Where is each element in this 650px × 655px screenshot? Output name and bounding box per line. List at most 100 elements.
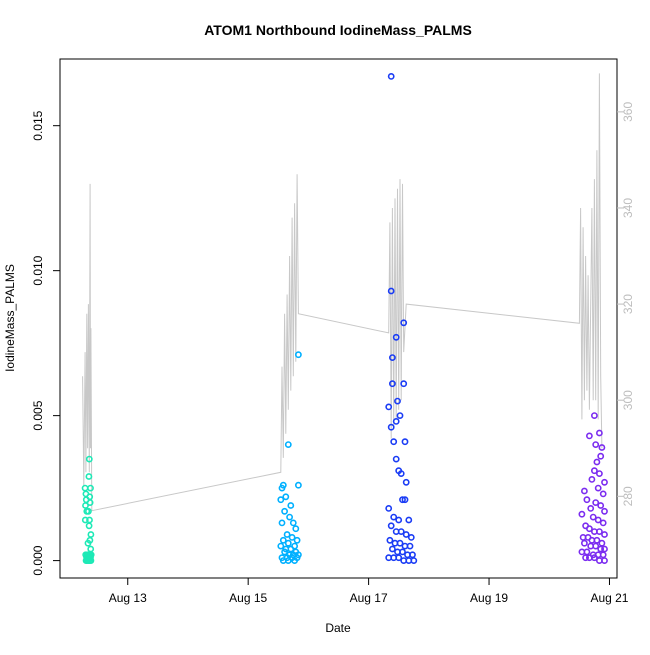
data-point xyxy=(581,539,588,547)
data-point xyxy=(581,487,588,495)
y2-tick-label: 320 xyxy=(621,294,635,314)
data-point xyxy=(593,536,601,544)
data-point xyxy=(283,531,291,538)
data-point xyxy=(293,536,301,544)
data-point xyxy=(387,423,395,431)
y-tick-label: 0.000 xyxy=(31,545,45,575)
data-point xyxy=(589,513,597,521)
data-point xyxy=(587,504,595,512)
data-point xyxy=(284,539,292,547)
data-point xyxy=(410,557,418,564)
data-point xyxy=(87,545,95,553)
secondary-series-line xyxy=(82,73,603,512)
data-point xyxy=(85,455,93,463)
data-point xyxy=(281,548,288,556)
data-point xyxy=(86,516,93,524)
data-point xyxy=(385,504,393,512)
data-point xyxy=(597,545,605,553)
y2-tick-label: 280 xyxy=(621,486,635,506)
data-point xyxy=(592,542,600,550)
data-point xyxy=(400,380,408,388)
data-point xyxy=(286,513,293,521)
y-tick-label: 0.005 xyxy=(31,400,45,430)
data-point xyxy=(394,397,401,405)
data-point xyxy=(597,452,605,460)
data-point xyxy=(86,499,94,506)
data-point xyxy=(591,412,598,419)
data-point xyxy=(392,333,400,341)
axes-layer: Aug 13 Aug 15 Aug 17 Aug 19 Aug 21 0.000 0.005… xyxy=(31,102,635,605)
data-point xyxy=(287,502,295,509)
data-point xyxy=(81,484,89,492)
data-point xyxy=(388,380,396,388)
data-point xyxy=(385,403,393,411)
data-point xyxy=(578,510,586,518)
data-point xyxy=(387,73,395,80)
data-point xyxy=(87,557,95,564)
chart-title: ATOM1 Northbound IodineMass_PALMS xyxy=(204,22,472,38)
data-point xyxy=(409,551,416,559)
data-point xyxy=(601,531,608,538)
data-point xyxy=(388,545,396,553)
data-point xyxy=(588,475,596,483)
data-point xyxy=(601,557,608,564)
data-point xyxy=(85,522,93,530)
data-point xyxy=(583,548,591,556)
data-point xyxy=(289,519,297,527)
x-tick-label: Aug 21 xyxy=(590,591,628,605)
data-point xyxy=(399,548,406,556)
y2-tick-label: 360 xyxy=(621,102,635,122)
data-point xyxy=(279,536,287,544)
data-point xyxy=(386,536,394,544)
data-point xyxy=(401,496,409,504)
data-point xyxy=(399,496,406,504)
data-point xyxy=(586,432,593,440)
data-point xyxy=(601,507,608,515)
data-point xyxy=(402,531,410,538)
data-point xyxy=(294,481,302,489)
y2-tick-label: 340 xyxy=(621,198,635,218)
data-point xyxy=(288,534,296,541)
secondary-line-layer xyxy=(82,73,603,512)
x-tick-label: Aug 19 xyxy=(470,591,508,605)
data-point xyxy=(400,319,408,327)
data-point xyxy=(284,557,292,564)
data-point xyxy=(395,554,403,562)
data-point xyxy=(277,542,285,550)
data-point xyxy=(601,545,608,553)
x-tick-label: Aug 15 xyxy=(229,591,267,605)
data-point xyxy=(396,539,404,547)
data-point xyxy=(594,516,602,524)
data-point xyxy=(599,490,607,498)
data-point xyxy=(388,354,396,361)
data-point xyxy=(282,493,290,501)
data-point xyxy=(87,531,95,538)
data-point xyxy=(582,554,589,562)
data-point xyxy=(387,522,395,530)
data-point xyxy=(592,441,600,448)
data-point xyxy=(277,496,285,504)
data-point xyxy=(406,542,414,550)
x-tick-label: Aug 17 xyxy=(350,591,388,605)
data-point xyxy=(87,484,94,492)
data-point xyxy=(294,351,302,359)
data-point xyxy=(583,496,591,504)
data-point xyxy=(594,484,602,492)
data-point xyxy=(598,539,606,547)
points-layer xyxy=(81,73,608,564)
y-tick-label: 0.015 xyxy=(31,110,45,140)
data-point xyxy=(591,467,598,475)
data-point xyxy=(86,493,94,501)
data-point xyxy=(281,507,288,515)
data-point xyxy=(392,417,400,425)
y2-tick-label: 300 xyxy=(621,390,635,410)
data-point xyxy=(392,455,400,463)
data-point xyxy=(593,458,601,466)
data-point xyxy=(401,438,409,446)
data-point xyxy=(599,551,607,559)
data-point xyxy=(390,513,398,521)
data-point xyxy=(278,519,286,527)
data-point xyxy=(387,287,395,295)
data-point xyxy=(402,478,410,486)
